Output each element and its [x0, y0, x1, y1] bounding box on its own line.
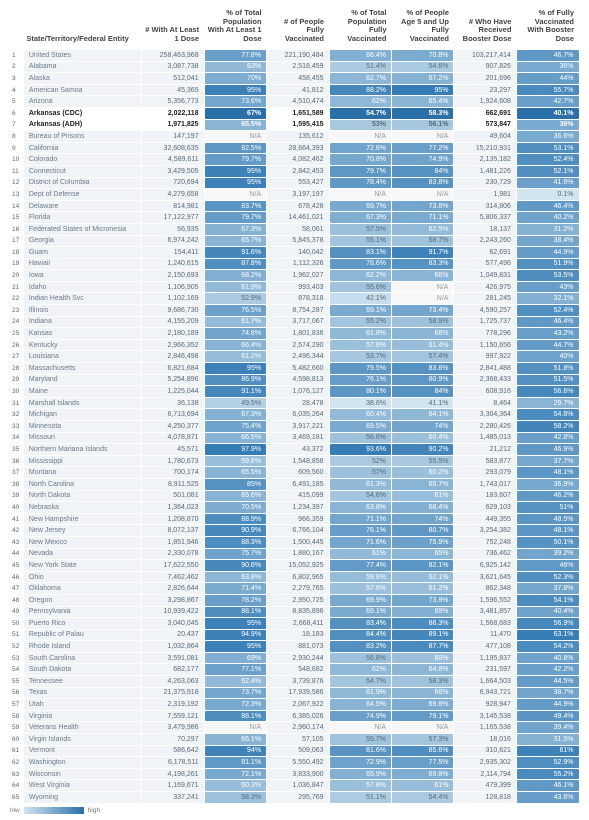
legend: low high	[10, 807, 579, 814]
table-row: 33Minnesota4,250,37775.4%3,917,22169.5%7…	[10, 421, 579, 433]
table-row: 37Montana700,17465.5%609,56057%60.2%293,…	[10, 467, 579, 479]
table-row: 38North Carolina8,911,52585%6,491,18561.…	[10, 478, 579, 490]
col-header: State/Territory/Federal Entity	[23, 6, 141, 50]
table-row: 7Arkansas (ADH)1,971,82565.5%1,595,41553…	[10, 119, 579, 131]
legend-low: low	[10, 807, 20, 814]
table-row: 56Texas21,375,91873.7%17,939,58661.9%66%…	[10, 687, 579, 699]
table-row: 29Maryland5,254,89686.9%4,598,81376.1%80…	[10, 374, 579, 386]
table-row: 41New Hampshire1,208,87088.9%966,35971.1…	[10, 513, 579, 525]
table-row: 60Virgin Islands70,29766.1%57,10555.7%57…	[10, 734, 579, 746]
table-row: 6Arkansas (CDC)2,022,11867%1,651,58954.7…	[10, 107, 579, 119]
table-row: 62Washington6,178,51181.1%5,550,49272.9%…	[10, 757, 579, 769]
table-row: 64West Virginia1,169,67160.3%1,036,84757…	[10, 780, 579, 792]
table-row: 13Dept of Defense4,279,658N/A3,197,197N/…	[10, 189, 579, 201]
table-row: 40Nebraska1,364,02370.5%1,234,39763.8%68…	[10, 502, 579, 514]
table-row: 5Arizona5,356,77373.6%4,510,47462%65.4%1…	[10, 96, 579, 108]
table-row: 30Maine1,225,04491.1%1,076,12780.1%84%60…	[10, 386, 579, 398]
table-row: 21Idaho1,106,90561.9%993,40355.6%N/A426,…	[10, 281, 579, 293]
table-row: 27Louisiana2,846,49861.2%2,496,34453.7%5…	[10, 351, 579, 363]
table-row: 50Puerto Rico3,040,04595%2,668,41183.4%8…	[10, 618, 579, 630]
col-header: % of People Age 5 and Up Fully Vaccinate…	[392, 6, 454, 50]
table-row: 1United States258,463,96877.8%221,190,48…	[10, 50, 579, 62]
table-row: 47Oklahoma2,826,64471.4%2,279,76557.6%61…	[10, 583, 579, 595]
col-header: % of Total Population Fully Vaccinated	[329, 6, 391, 50]
table-row: 24Indiana4,155,20961.7%3,717,06755.2%58.…	[10, 316, 579, 328]
table-row: 25Kansas2,180,18974.8%1,801,83661.8%66%7…	[10, 328, 579, 340]
legend-gradient	[24, 807, 84, 814]
table-row: 2Alabama3,087,73863%2,518,45951.4%54.6%9…	[10, 61, 579, 73]
table-row: 53South Carolina3,591,08169%2,930,24456.…	[10, 652, 579, 664]
table-row: 42New Jersey8,072,13790.9%6,766,10476.1%…	[10, 525, 579, 537]
table-row: 61Vermont586,64294%509,06381.6%85.6%310,…	[10, 745, 579, 757]
col-header: # of People Fully Vaccinated	[267, 6, 329, 50]
table-row: 49Pennsylvania10,939,42288.1%8,835,89669…	[10, 606, 579, 618]
table-row: 34Missouri4,078,87166.5%3,469,18156.6%60…	[10, 432, 579, 444]
table-row: 10Colorado4,589,61179.7%4,082,46270.8%74…	[10, 154, 579, 166]
table-row: 8Bureau of Prisons147,197N/A135,612N/AN/…	[10, 131, 579, 143]
table-row: 51Republic of Palau20,43794.9%18,18384.4…	[10, 629, 579, 641]
table-row: 52Rhode Island1,032,86495%881,07383.2%87…	[10, 641, 579, 653]
vaccination-table: State/Territory/Federal Entity# With At …	[10, 6, 579, 803]
table-row: 45New York State17,622,55090.6%15,052,92…	[10, 560, 579, 572]
col-header: # With At Least 1 Dose	[142, 6, 204, 50]
table-row: 26Kentucky2,966,35266.4%2,574,29057.6%61…	[10, 339, 579, 351]
table-row: 28Massachusetts6,821,68495%5,482,66079.5…	[10, 363, 579, 375]
col-header: # Who Have Received Booster Dose	[454, 6, 516, 50]
table-row: 46Ohio7,462,46263.8%6,802,96559.6%62.1%3…	[10, 571, 579, 583]
table-row: 65Wyoming337,24158.3%295,76951.1%54.4%12…	[10, 792, 579, 804]
table-row: 43New Mexico1,851,94688.3%1,500,44571.6%…	[10, 536, 579, 548]
table-row: 18Guam154,41191.6%140,04283.1%91.7%62,69…	[10, 247, 579, 259]
table-row: 3Alaska512,04170%458,45562.7%67.2%201,69…	[10, 73, 579, 85]
table-row: 32Michigan6,713,69467.3%6,035,26460.4%64…	[10, 409, 579, 421]
table-row: 9California32,608,63582.5%28,664,39372.6…	[10, 142, 579, 154]
table-row: 22Indian Health Svc1,102,16952.9%878,318…	[10, 293, 579, 305]
table-row: 44Nevada2,330,07875.7%1,880,16761%65%736…	[10, 548, 579, 560]
table-row: 55Tennessee4,263,06362.4%3,739,87654.7%5…	[10, 676, 579, 688]
legend-high: high	[88, 807, 100, 814]
table-row: 63Wisconsin4,198,26172.1%3,833,90065.9%6…	[10, 768, 579, 780]
table-row: 35Northern Mariana Islands45,57197.9%43,…	[10, 444, 579, 456]
table-row: 20Iowa2,150,69368.2%1,962,02762.2%66%1,0…	[10, 270, 579, 282]
table-row: 14Delaware814,98183.7%678,42869.7%73.8%3…	[10, 200, 579, 212]
table-row: 19Hawaii1,240,61587.8%1,112,32678.6%83.3…	[10, 258, 579, 270]
table-row: 4American Samoa45,36595%41,81288.2%95%23…	[10, 84, 579, 96]
table-row: 31Marshall Islands36,13849.5%28,47838.6%…	[10, 397, 579, 409]
table-row: 48Oregon3,298,86778.2%2,950,72569.9%73.9…	[10, 594, 579, 606]
table-row: 17Georgia6,974,24265.7%5,845,37855.1%58.…	[10, 235, 579, 247]
table-row: 59Veterans Health3,479,986N/A2,960,174N/…	[10, 722, 579, 734]
table-row: 15Florida17,122,97779.7%14,461,02167.3%7…	[10, 212, 579, 224]
table-row: 39North Dakota501,08165.6%415,09954.6%61…	[10, 490, 579, 502]
table-row: 11Connecticut3,429,50595%2,842,45379.7%8…	[10, 165, 579, 177]
col-header: % of Fully Vaccinated With Booster Dose	[516, 6, 579, 50]
table-row: 23Illinois9,686,73076.5%8,754,28769.1%73…	[10, 305, 579, 317]
table-row: 57Utah2,319,19272.3%2,067,92264.5%69.9%9…	[10, 699, 579, 711]
table-row: 12District of Columbia720,69495%553,4277…	[10, 177, 579, 189]
table-row: 16Federated States of Micronesia56,93567…	[10, 223, 579, 235]
table-row: 54South Dakota682,17777.1%548,68262%64.8…	[10, 664, 579, 676]
table-row: 58Virginia7,559,12188.1%6,385,02674.9%79…	[10, 710, 579, 722]
col-header: % of Total Population With At Least 1 Do…	[204, 6, 266, 50]
table-row: 36Mississippi1,780,67359.8%1,548,85852%5…	[10, 455, 579, 467]
